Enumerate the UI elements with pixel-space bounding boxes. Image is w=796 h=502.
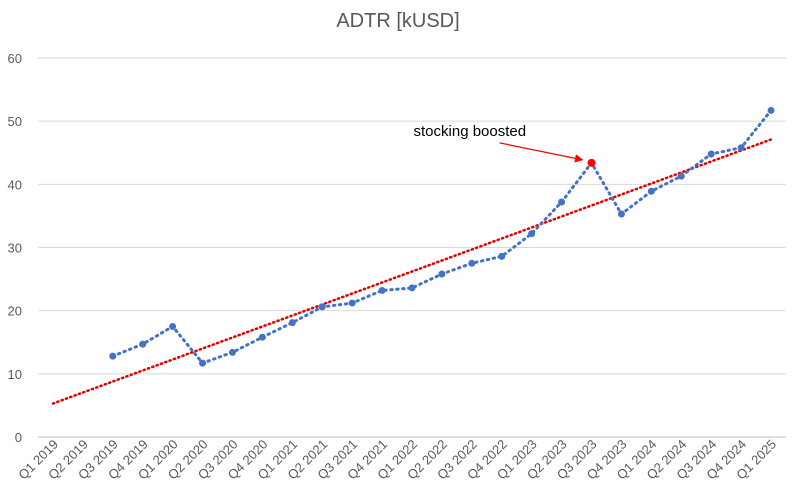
data-point — [498, 252, 506, 260]
gridlines — [38, 57, 786, 438]
chart-title: ADTR [kUSD] — [336, 10, 460, 32]
data-point — [767, 106, 775, 114]
data-point — [169, 322, 177, 330]
data-point — [677, 172, 685, 180]
y-tick-label: 60 — [8, 51, 22, 66]
data-point — [348, 299, 356, 307]
data-point — [139, 340, 147, 348]
data-point — [617, 210, 625, 218]
annotation-arrow — [499, 142, 584, 163]
y-tick-label: 0 — [15, 430, 22, 445]
y-axis-ticks: 0 10 20 30 40 50 60 — [8, 51, 22, 445]
series-points — [109, 106, 775, 367]
y-tick-label: 30 — [8, 241, 22, 256]
trendline — [51, 138, 773, 405]
y-tick-label: 40 — [8, 177, 22, 192]
y-tick-label: 20 — [8, 304, 22, 319]
data-point — [199, 359, 207, 367]
data-point — [378, 286, 386, 294]
series-path — [111, 108, 773, 365]
data-point — [288, 319, 296, 327]
y-tick-label: 10 — [8, 367, 22, 382]
data-point — [468, 259, 476, 267]
data-point — [558, 198, 566, 206]
data-point — [647, 187, 655, 195]
y-tick-label: 50 — [8, 114, 22, 129]
series-line — [111, 108, 773, 365]
data-point — [528, 230, 536, 238]
data-point — [408, 284, 416, 292]
data-point — [438, 270, 446, 278]
highlight-point — [587, 158, 596, 167]
data-point — [258, 333, 266, 341]
trendline-line — [51, 138, 773, 405]
data-point — [228, 348, 236, 356]
annotation-label: stocking boosted — [414, 123, 527, 140]
data-point — [737, 144, 745, 152]
data-point — [109, 352, 117, 360]
data-point — [318, 303, 326, 311]
data-point — [707, 150, 715, 158]
annotation: stocking boosted — [414, 123, 584, 163]
